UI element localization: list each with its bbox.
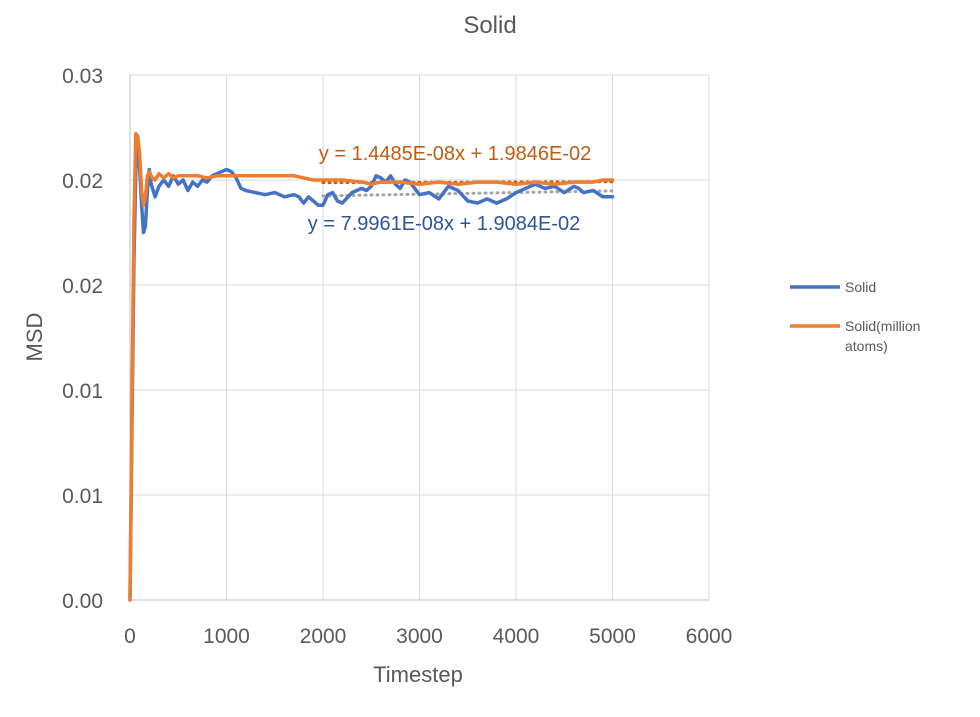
y-tick-label: 0.01 bbox=[62, 380, 103, 403]
chart-title: Solid bbox=[463, 12, 516, 39]
x-tick-label: 0 bbox=[124, 625, 136, 648]
y-tick-label: 0.01 bbox=[62, 485, 103, 508]
data-series bbox=[128, 132, 615, 602]
x-tick-label: 1000 bbox=[203, 625, 250, 648]
legend-label: Solid bbox=[845, 279, 876, 295]
y-tick-label: 0.00 bbox=[62, 590, 103, 613]
x-tick-label: 4000 bbox=[493, 625, 540, 648]
series-line-solid bbox=[128, 140, 615, 602]
y-tick-label: 0.02 bbox=[62, 275, 103, 298]
trendline-equations: y = 1.4485E-08x + 1.9846E-02 y = 7.9961E-… bbox=[308, 143, 591, 235]
x-tick-label: 2000 bbox=[300, 625, 347, 648]
x-tick-label: 3000 bbox=[396, 625, 443, 648]
x-tick-label: 6000 bbox=[686, 625, 733, 648]
legend: Solid Solid(million atoms) bbox=[790, 279, 920, 354]
trendline-equation-label: y = 7.9961E-08x + 1.9084E-02 bbox=[308, 213, 580, 235]
series-line-solid-million-atoms bbox=[128, 132, 615, 602]
y-tick-label: 0.02 bbox=[62, 170, 103, 193]
tick-labels: 0 1000 2000 3000 4000 5000 6000 0.00 0.01 0.01 0.0… bbox=[62, 65, 732, 648]
x-axis-label: Timestep bbox=[373, 662, 463, 687]
legend-label: Solid(million atoms) bbox=[845, 318, 920, 354]
x-tick-label: 5000 bbox=[589, 625, 636, 648]
y-tick-label: 0.03 bbox=[62, 65, 103, 88]
y-axis-label: MSD bbox=[22, 313, 47, 362]
trendline-equation-label: y = 1.4485E-08x + 1.9846E-02 bbox=[319, 143, 591, 165]
